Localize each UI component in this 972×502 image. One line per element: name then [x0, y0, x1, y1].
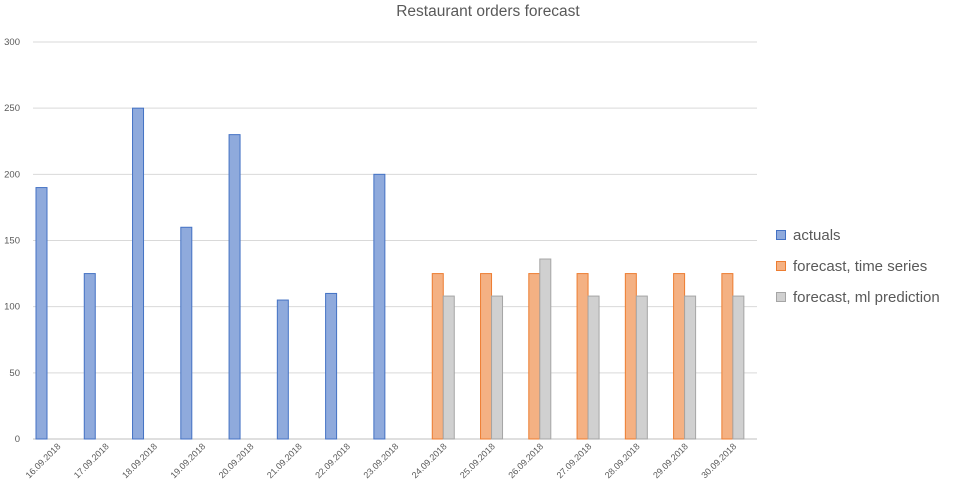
- y-tick-label: 250: [4, 103, 20, 114]
- y-tick-label: 100: [4, 302, 20, 313]
- x-tick-label: 28.09.2018: [603, 441, 642, 480]
- legend-item: forecast, time series: [776, 255, 940, 277]
- bar-forecast-ml-prediction: [442, 295, 455, 440]
- bar-forecast-ml-prediction: [684, 295, 697, 440]
- x-tick-label: 20.09.2018: [217, 441, 256, 480]
- bar-forecast-time-series: [480, 273, 493, 440]
- legend-label: forecast, time series: [793, 257, 928, 275]
- chart-title: Restaurant orders forecast: [396, 3, 580, 20]
- x-tick-label: 21.09.2018: [265, 441, 304, 480]
- bar-actuals: [83, 273, 96, 440]
- legend-item: actuals: [776, 224, 940, 246]
- x-tick-label: 23.09.2018: [361, 441, 400, 480]
- x-tick-label: 22.09.2018: [313, 441, 352, 480]
- y-tick-label: 50: [9, 368, 20, 379]
- legend-swatch: [776, 230, 786, 240]
- bar-forecast-time-series: [431, 273, 444, 440]
- x-tick-label: 19.09.2018: [168, 441, 207, 480]
- bar-forecast-ml-prediction: [732, 295, 745, 440]
- bar-actuals: [325, 292, 338, 440]
- y-tick-label: 150: [4, 236, 20, 247]
- y-tick-label: 200: [4, 169, 20, 180]
- legend-label: forecast, ml prediction: [793, 288, 940, 306]
- legend: actuals forecast, time series forecast, ml…: [776, 224, 940, 317]
- bar-forecast-time-series: [576, 273, 589, 440]
- bar-actuals: [276, 299, 289, 440]
- x-tick-label: 30.09.2018: [699, 441, 738, 480]
- bar-actuals: [180, 226, 193, 440]
- bar-forecast-ml-prediction: [491, 295, 504, 440]
- legend-swatch: [776, 261, 786, 271]
- bar-forecast-ml-prediction: [635, 295, 648, 440]
- x-tick-label: 27.09.2018: [555, 441, 594, 480]
- y-tick-label: 0: [15, 434, 20, 445]
- bar-actuals: [373, 173, 386, 440]
- legend-label: actuals: [793, 226, 841, 244]
- x-tick-label: 16.09.2018: [24, 441, 63, 480]
- bar-forecast-time-series: [624, 273, 637, 440]
- x-tick-label: 18.09.2018: [120, 441, 159, 480]
- bar-forecast-time-series: [721, 273, 734, 440]
- bar-actuals: [132, 107, 145, 440]
- bar-actuals: [35, 187, 48, 440]
- bar-forecast-ml-prediction: [539, 258, 552, 440]
- x-tick-label: 29.09.2018: [651, 441, 690, 480]
- bar-actuals: [228, 134, 241, 440]
- x-tick-label: 17.09.2018: [72, 441, 111, 480]
- x-tick-label: 26.09.2018: [506, 441, 545, 480]
- legend-item: forecast, ml prediction: [776, 286, 940, 308]
- bar-forecast-time-series: [673, 273, 686, 440]
- bar-forecast-time-series: [528, 273, 541, 440]
- y-tick-label: 300: [4, 37, 20, 48]
- legend-swatch: [776, 292, 786, 302]
- x-tick-label: 25.09.2018: [458, 441, 497, 480]
- x-tick-label: 24.09.2018: [410, 441, 449, 480]
- bar-forecast-ml-prediction: [587, 295, 600, 440]
